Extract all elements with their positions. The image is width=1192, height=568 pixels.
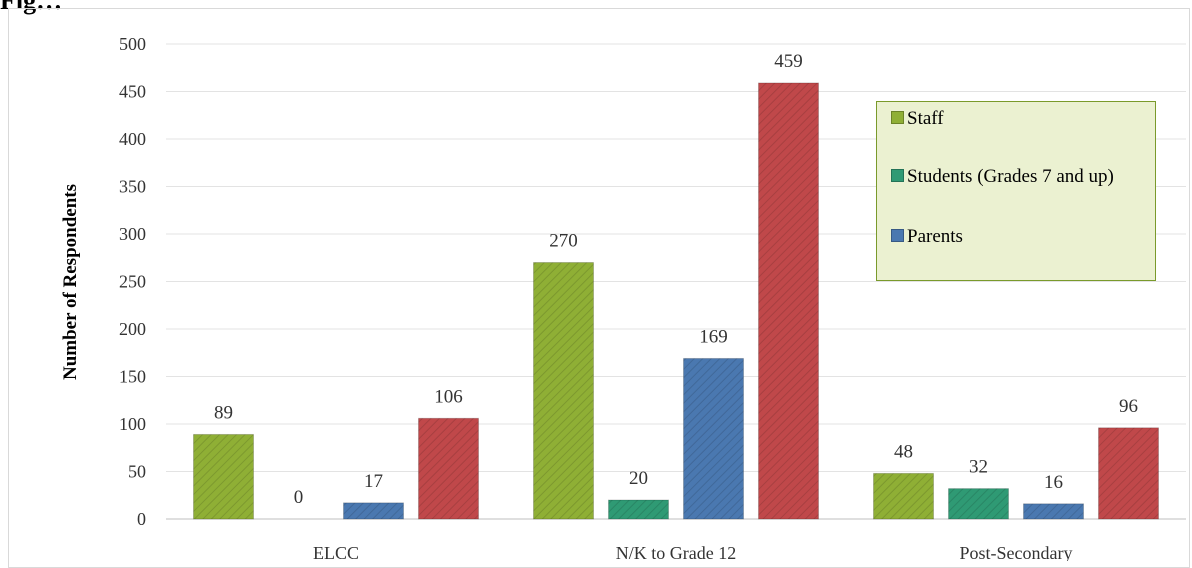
- bar-hatch-staff-0: [193, 434, 254, 519]
- y-tick-label-500: 500: [119, 34, 146, 54]
- data-label-fourth-0: 106: [434, 386, 463, 407]
- data-label-parents-2: 16: [1044, 472, 1063, 493]
- y-tick-label-100: 100: [119, 414, 146, 434]
- legend-item-parents: Parents: [891, 226, 1146, 248]
- x-tick-label-0: ELCC: [313, 543, 359, 561]
- bar-hatch-fourth-0: [418, 418, 479, 519]
- data-label-staff-0: 89: [214, 402, 233, 423]
- chart-title: Fig…: [0, 0, 63, 15]
- y-tick-label-300: 300: [119, 224, 146, 244]
- legend-label-staff: Staff: [907, 108, 944, 129]
- y-axis-label: Number of Respondents: [60, 184, 81, 380]
- data-label-students-1: 20: [629, 468, 648, 489]
- legend-item-students: Students (Grades 7 and up): [891, 166, 1146, 188]
- legend-item-staff: Staff: [891, 108, 1146, 130]
- data-label-parents-1: 169: [699, 326, 728, 347]
- bars: [193, 82, 1159, 520]
- data-labels: 89 0 17 106 270 20 169 459 48 32 16 96: [214, 51, 1138, 508]
- y-tick-label-450: 450: [119, 82, 146, 102]
- legend-swatch-students: [891, 169, 904, 182]
- y-tick-label-350: 350: [119, 177, 146, 197]
- y-tick-label-200: 200: [119, 319, 146, 339]
- y-tick-label-250: 250: [119, 272, 146, 292]
- y-tick-label-400: 400: [119, 129, 146, 149]
- legend-label-students: Students (Grades 7 and up): [907, 166, 1114, 187]
- x-axis-ticks: ELCC N/K to Grade 12 Post-Secondary: [313, 543, 1073, 561]
- bar-hatch-parents-1: [683, 358, 744, 519]
- y-tick-label-150: 150: [119, 367, 146, 387]
- data-label-staff-2: 48: [894, 441, 913, 462]
- bar-hatch-students-1: [608, 500, 669, 519]
- data-label-students-2: 32: [969, 457, 988, 478]
- bar-hatch-staff-1: [533, 262, 594, 519]
- y-tick-label-0: 0: [137, 509, 146, 529]
- legend-swatch-staff: [891, 111, 904, 124]
- gridlines: [166, 43, 1186, 520]
- legend-swatch-parents: [891, 229, 904, 242]
- y-axis-ticks: 0 50 100 150 200 250 300 350 400 450 500: [119, 34, 146, 529]
- legend: Staff Students (Grades 7 and up) Parents: [876, 101, 1156, 281]
- data-label-fourth-2: 96: [1119, 396, 1138, 417]
- x-tick-label-1: N/K to Grade 12: [616, 543, 736, 561]
- bar-hatch-fourth-2: [1098, 427, 1159, 519]
- bar-hatch-fourth-1: [758, 82, 819, 519]
- data-label-parents-0: 17: [364, 471, 383, 492]
- x-tick-label-2: Post-Secondary: [960, 543, 1073, 561]
- bar-hatch-parents-2: [1023, 503, 1084, 519]
- data-label-fourth-1: 459: [774, 51, 803, 72]
- y-tick-label-50: 50: [128, 462, 146, 482]
- legend-label-parents: Parents: [907, 226, 963, 247]
- data-label-students-0: 0: [294, 487, 304, 508]
- bar-hatch-staff-2: [873, 473, 934, 519]
- bar-hatch-parents-0: [343, 502, 404, 519]
- bar-hatch-students-2: [948, 488, 1009, 519]
- data-label-staff-1: 270: [549, 231, 578, 252]
